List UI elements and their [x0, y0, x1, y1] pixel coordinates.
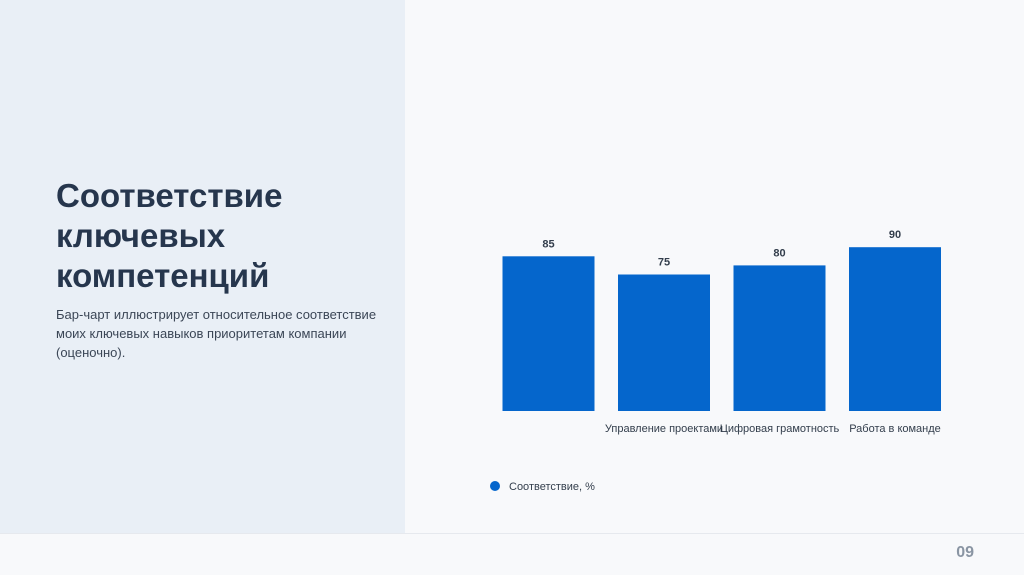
bar-value-label: 75	[658, 257, 670, 269]
bar	[733, 265, 826, 411]
page-number: 09	[956, 544, 974, 561]
bar-value-label: 85	[542, 238, 554, 250]
legend-label: Соответствие, %	[509, 481, 595, 493]
bar-value-label: 80	[773, 247, 785, 259]
bar	[618, 274, 710, 411]
category-label: Работа в команде	[849, 423, 941, 435]
category-label: Управление проектами	[605, 423, 723, 435]
bar	[502, 256, 595, 411]
footer-bar	[0, 533, 1024, 575]
category-label: Цифровая грамотность	[720, 423, 840, 435]
page-title: Соответствие ключевых компетенций	[56, 177, 283, 294]
bar	[849, 247, 941, 411]
bar-chart: 85 75 Управление проектами 80 Цифровая грамо…	[490, 229, 941, 493]
legend-marker	[490, 481, 500, 491]
page-description: Бар-чарт иллюстрирует относительное соот…	[56, 307, 377, 360]
bar-value-label: 90	[889, 229, 901, 241]
left-panel	[0, 0, 405, 533]
